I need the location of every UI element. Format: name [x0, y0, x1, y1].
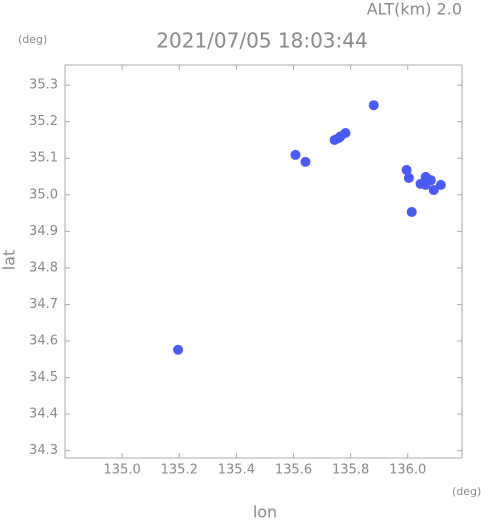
echo-point [335, 131, 346, 142]
x-tick-label: 135.4 [218, 463, 255, 478]
echo-point [403, 172, 414, 183]
y-tick-label: 34.5 [29, 370, 58, 385]
y-tick-label: 34.3 [29, 443, 58, 458]
x-axis-label: lon [253, 503, 277, 522]
echo-point [368, 100, 379, 111]
y-tick-label: 34.4 [29, 407, 58, 422]
echo-point [425, 175, 436, 186]
plot-frame [64, 64, 463, 459]
echo-point [406, 206, 417, 217]
x-tick-label: 135.0 [104, 463, 141, 478]
y-tick-label: 35.2 [29, 114, 58, 129]
echo-point [435, 179, 446, 190]
echo-point [401, 164, 412, 175]
y-tick-label: 35.3 [29, 78, 58, 93]
y-tick-label: 34.7 [29, 297, 58, 312]
y-tick-label: 34.6 [29, 334, 58, 349]
x-tick-label: 135.2 [161, 463, 198, 478]
chart-title: 2021/07/05 18:03:44 [156, 29, 367, 53]
echo-point [428, 185, 439, 196]
x-tick-label: 135.8 [332, 463, 369, 478]
x-tick-label: 135.6 [275, 463, 312, 478]
y-tick-label: 34.9 [29, 224, 58, 239]
echo-point [173, 344, 184, 355]
x-unit: (deg) [452, 485, 481, 498]
y-tick-label: 35.1 [29, 151, 58, 166]
y-axis-label: lat [0, 250, 19, 271]
echo-point [300, 156, 311, 167]
y-tick-label: 34.8 [29, 260, 58, 275]
echo-point [415, 178, 426, 189]
echo-point [290, 149, 301, 160]
x-tick-label: 136.0 [389, 463, 426, 478]
y-tick-label: 35.0 [29, 187, 58, 202]
y-unit: (deg) [18, 33, 47, 46]
altitude-label: ALT(km) 2.0 [367, 0, 462, 19]
